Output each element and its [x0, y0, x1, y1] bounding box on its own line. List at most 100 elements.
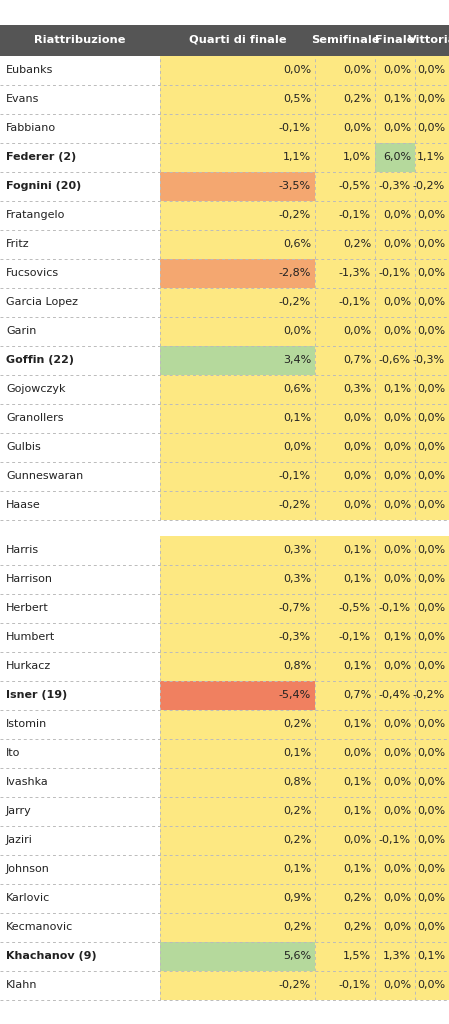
Text: 1,1%: 1,1% [283, 152, 311, 162]
Text: Gulbis: Gulbis [6, 442, 41, 452]
Text: 0,0%: 0,0% [417, 326, 445, 336]
Bar [375, 462, 415, 490]
Bar [315, 201, 375, 229]
Text: 6,0%: 6,0% [383, 152, 411, 162]
Bar [415, 258, 449, 288]
Bar [315, 797, 375, 825]
Text: -0,1%: -0,1% [379, 835, 411, 845]
Text: Gojowczyk: Gojowczyk [6, 384, 66, 394]
Bar [375, 825, 415, 854]
Text: Fritz: Fritz [6, 239, 30, 249]
Bar [315, 345, 375, 375]
Text: 0,0%: 0,0% [383, 471, 411, 481]
Bar [315, 403, 375, 432]
Text: 0,0%: 0,0% [383, 864, 411, 874]
Bar [415, 623, 449, 651]
Text: -0,2%: -0,2% [279, 500, 311, 510]
Bar [415, 490, 449, 519]
Bar [0, 201, 160, 229]
Text: -0,2%: -0,2% [413, 690, 445, 700]
Bar [0, 403, 160, 432]
Text: 5,6%: 5,6% [283, 951, 311, 961]
Bar [375, 345, 415, 375]
Text: 0,0%: 0,0% [383, 662, 411, 671]
Text: 0,0%: 0,0% [343, 500, 371, 510]
Bar [0, 594, 160, 623]
Bar [375, 288, 415, 316]
Bar [415, 85, 449, 114]
Bar [415, 738, 449, 768]
Text: 0,1%: 0,1% [417, 951, 445, 961]
Bar [160, 229, 315, 258]
Text: 0,0%: 0,0% [283, 442, 311, 452]
Text: Quarti di finale: Quarti di finale [189, 35, 286, 45]
Text: Klahn: Klahn [6, 980, 38, 990]
Bar [0, 797, 160, 825]
Text: 0,2%: 0,2% [343, 922, 371, 932]
Bar [415, 768, 449, 797]
Text: 0,8%: 0,8% [283, 777, 311, 787]
Bar [415, 462, 449, 490]
Text: 0,3%: 0,3% [343, 384, 371, 394]
Bar [375, 490, 415, 519]
Bar [375, 681, 415, 710]
Text: 0,0%: 0,0% [417, 748, 445, 758]
Text: 0,0%: 0,0% [383, 297, 411, 307]
Text: Riattribuzione: Riattribuzione [34, 35, 126, 45]
Text: 0,0%: 0,0% [417, 471, 445, 481]
Bar [415, 681, 449, 710]
Text: Fognini (20): Fognini (20) [6, 181, 81, 191]
Text: Fratangelo: Fratangelo [6, 210, 66, 220]
Text: 0,1%: 0,1% [343, 719, 371, 729]
Text: 0,0%: 0,0% [417, 864, 445, 874]
Bar [0, 114, 160, 142]
Bar [415, 201, 449, 229]
Bar [415, 171, 449, 201]
Bar [315, 825, 375, 854]
Bar [160, 884, 315, 912]
Bar [315, 536, 375, 564]
Text: 0,2%: 0,2% [343, 239, 371, 249]
Text: Johnson: Johnson [6, 864, 50, 874]
Bar [160, 594, 315, 623]
Bar [315, 114, 375, 142]
Bar [160, 55, 315, 85]
Text: 0,1%: 0,1% [343, 662, 371, 671]
Text: 0,0%: 0,0% [343, 835, 371, 845]
Text: 0,0%: 0,0% [417, 384, 445, 394]
Bar [315, 316, 375, 345]
Bar [160, 375, 315, 403]
Bar [160, 85, 315, 114]
Text: 0,0%: 0,0% [283, 65, 311, 75]
Text: 1,1%: 1,1% [417, 152, 445, 162]
Bar [0, 55, 160, 85]
Bar [375, 623, 415, 651]
Bar [0, 519, 449, 536]
Text: 0,6%: 0,6% [283, 239, 311, 249]
Bar [315, 229, 375, 258]
Bar [0, 681, 160, 710]
Text: 0,0%: 0,0% [343, 123, 371, 133]
Bar [160, 710, 315, 738]
Text: 0,0%: 0,0% [343, 471, 371, 481]
Bar [0, 825, 160, 854]
Bar [160, 114, 315, 142]
Text: 0,0%: 0,0% [383, 326, 411, 336]
Bar [160, 738, 315, 768]
Text: 0,0%: 0,0% [417, 123, 445, 133]
Text: -0,1%: -0,1% [379, 268, 411, 278]
Text: -0,4%: -0,4% [379, 690, 411, 700]
Text: 0,2%: 0,2% [283, 719, 311, 729]
Text: Eubanks: Eubanks [6, 65, 53, 75]
Text: 0,0%: 0,0% [417, 603, 445, 613]
Text: 0,7%: 0,7% [343, 355, 371, 365]
Bar [160, 258, 315, 288]
Bar [375, 651, 415, 681]
Bar [375, 171, 415, 201]
Bar [315, 710, 375, 738]
Bar [315, 623, 375, 651]
Text: 0,2%: 0,2% [343, 94, 371, 104]
Text: 0,0%: 0,0% [417, 65, 445, 75]
Bar [160, 912, 315, 941]
Text: 0,1%: 0,1% [343, 777, 371, 787]
